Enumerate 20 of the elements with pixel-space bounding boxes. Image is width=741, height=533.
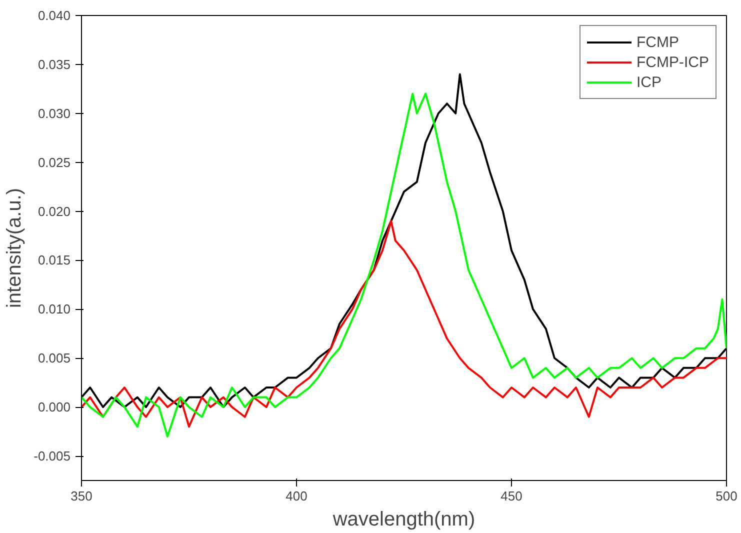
x-tick-label: 500 — [716, 488, 738, 504]
y-tick-label: 0.025 — [38, 154, 71, 170]
x-tick-label: 450 — [500, 488, 522, 504]
y-tick-label: 0.035 — [38, 56, 71, 72]
y-tick-label: 0.040 — [38, 8, 71, 23]
y-tick-label: -0.005 — [34, 448, 71, 464]
y-tick-label: 0.005 — [38, 350, 71, 366]
legend-label: ICP — [636, 74, 662, 90]
y-tick-label: 0.000 — [38, 400, 71, 415]
x-tick-label: 350 — [70, 488, 92, 504]
x-tick-label: 400 — [286, 488, 308, 504]
legend-label: FCMP-ICP — [636, 54, 709, 70]
line-series — [82, 220, 726, 428]
y-tick-label: 0.020 — [38, 204, 71, 219]
x-axis-title: wavelength(nm) — [332, 508, 476, 530]
legend-label: FCMP — [636, 34, 679, 50]
y-tick-label: 0.015 — [38, 252, 71, 268]
y-tick-label: 0.030 — [38, 106, 71, 121]
y-tick-label: 0.010 — [38, 302, 71, 317]
y-axis-title: intensity(a.u.) — [4, 188, 26, 308]
